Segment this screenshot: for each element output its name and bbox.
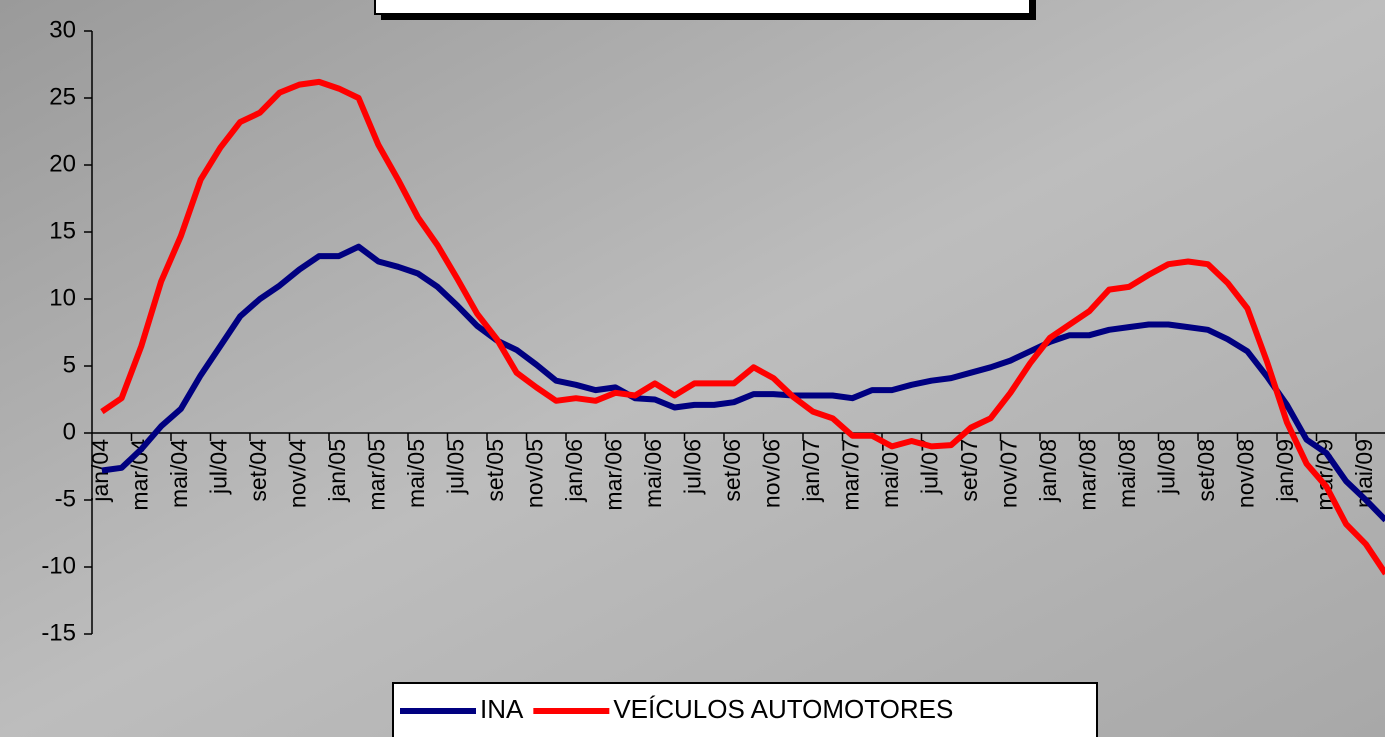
- y-tick-label: 30: [49, 16, 76, 43]
- x-tick-label: set/07: [956, 439, 982, 502]
- y-tick-label: -10: [41, 552, 76, 579]
- y-tick-label: 0: [63, 418, 76, 445]
- y-tick-label: 15: [49, 217, 76, 244]
- title-box: [374, 0, 1031, 15]
- x-tick-label: mai/06: [640, 439, 666, 508]
- x-tick-label: mai/07: [877, 439, 903, 508]
- legend-box: [392, 682, 1098, 737]
- y-tick-label: 5: [63, 351, 76, 378]
- series-line: [101, 243, 1385, 523]
- x-tick-label: jan/09: [1272, 439, 1298, 503]
- x-tick-label: set/06: [719, 439, 745, 502]
- x-tick-label: jul/08: [1153, 439, 1179, 495]
- x-tick-label: jul/04: [205, 439, 231, 495]
- legend-label: VEÍCULOS AUTOMOTORES: [613, 694, 953, 724]
- x-tick-label: mai/08: [1114, 439, 1140, 508]
- x-tick-label: set/05: [482, 439, 508, 502]
- y-tick-label: -5: [55, 485, 76, 512]
- x-tick-label: mar/08: [1074, 439, 1100, 511]
- x-tick-label: nov/04: [284, 439, 310, 508]
- x-tick-label: mar/07: [837, 439, 863, 511]
- x-tick-label: nov/06: [758, 439, 784, 508]
- x-tick-label: set/04: [245, 439, 271, 502]
- x-tick-label: mar/06: [600, 439, 626, 511]
- x-tick-label: jan/05: [324, 439, 350, 503]
- x-tick-label: mai/04: [166, 439, 192, 508]
- x-tick-label: set/08: [1193, 439, 1219, 502]
- x-tick-label: mar/05: [363, 439, 389, 511]
- y-tick-label: 10: [49, 284, 76, 311]
- x-tick-label: nov/07: [995, 439, 1021, 508]
- y-tick-label: 20: [49, 150, 76, 177]
- x-tick-label: nov/08: [1232, 439, 1258, 508]
- x-tick-label: jan/06: [561, 439, 587, 503]
- x-tick-label: nov/05: [521, 439, 547, 508]
- x-tick-label: jul/06: [679, 439, 705, 495]
- x-tick-label: jan/08: [1035, 439, 1061, 503]
- x-tick-label: jan/07: [798, 439, 824, 503]
- x-tick-label: jul/05: [442, 439, 468, 495]
- series-line: [100, 78, 1385, 576]
- y-tick-label: -15: [41, 619, 76, 646]
- x-tick-label: mai/05: [403, 439, 429, 508]
- legend-label: INA: [480, 694, 524, 724]
- y-tick-label: 25: [49, 83, 76, 110]
